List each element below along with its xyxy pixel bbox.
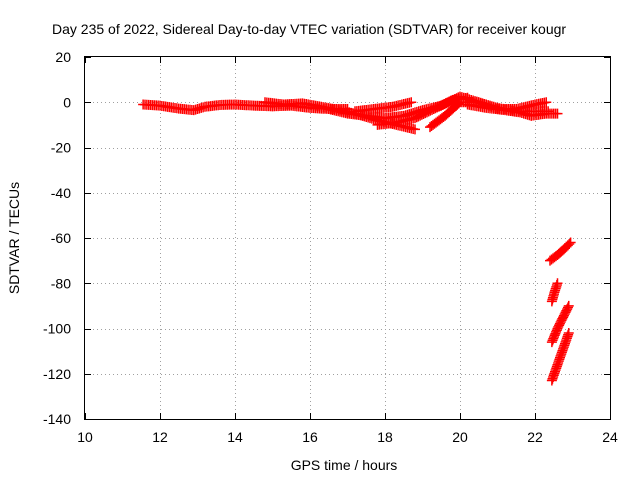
x-tick-label: 12 xyxy=(152,429,168,445)
y-axis-label: SDTVAR / TECUs xyxy=(6,182,22,294)
x-tick-labels: 10 12 14 16 18 20 22 24 xyxy=(77,429,618,445)
series-s5 xyxy=(372,92,473,130)
data-point xyxy=(563,328,574,339)
x-tick-label: 16 xyxy=(302,429,318,445)
y-tick-label: -80 xyxy=(51,275,71,291)
axis-ticks xyxy=(85,57,611,420)
data-point xyxy=(564,238,575,249)
series-s10 xyxy=(546,300,574,348)
y-tick-label: -140 xyxy=(43,411,71,427)
x-tick-label: 22 xyxy=(527,429,543,445)
y-tick-label: -120 xyxy=(43,366,71,382)
y-tick-label: 0 xyxy=(63,94,71,110)
data-point xyxy=(541,97,552,108)
x-tick-label: 20 xyxy=(452,429,468,445)
series-s4 xyxy=(350,97,417,117)
data-point xyxy=(410,124,420,135)
series-s8 xyxy=(545,237,576,266)
series-s7 xyxy=(462,99,563,121)
y-tick-label: 20 xyxy=(55,49,71,65)
x-tick-label: 24 xyxy=(602,429,618,445)
y-tick-label: -60 xyxy=(51,230,71,246)
data-point xyxy=(552,108,563,119)
data-point xyxy=(552,278,563,289)
y-tick-label: -100 xyxy=(43,321,71,337)
x-axis-label: GPS time / hours xyxy=(291,457,398,473)
plot-frame xyxy=(84,56,611,420)
data-point xyxy=(406,97,417,108)
data-point xyxy=(565,237,576,248)
y-tick-label: -40 xyxy=(51,185,71,201)
y-tick-label: -20 xyxy=(51,140,71,156)
chart-title: Day 235 of 2022, Sidereal Day-to-day VTE… xyxy=(52,21,566,37)
series-s9 xyxy=(546,278,563,307)
series-s11 xyxy=(546,328,574,386)
x-tick-label: 10 xyxy=(77,429,93,445)
data-point xyxy=(562,302,573,313)
x-tick-label: 14 xyxy=(227,429,243,445)
data-points xyxy=(138,91,576,386)
data-point xyxy=(563,300,574,311)
x-tick-label: 18 xyxy=(377,429,393,445)
y-tick-labels: 20 0 -20 -40 -60 -80 -100 -120 -140 xyxy=(43,49,71,427)
